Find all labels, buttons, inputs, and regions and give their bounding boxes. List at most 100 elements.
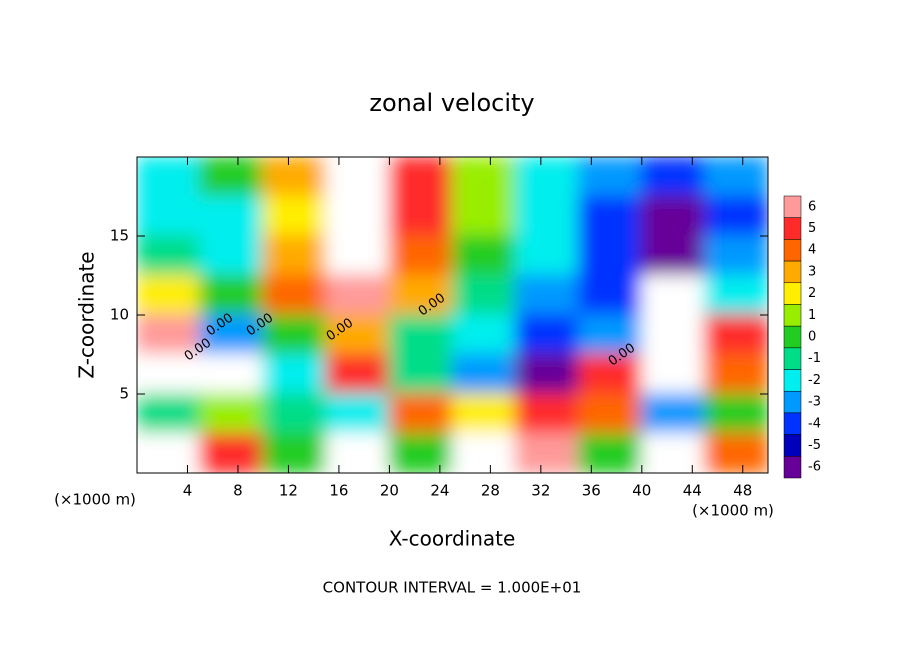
cell	[137, 274, 202, 316]
cell	[577, 353, 643, 395]
cell	[703, 274, 768, 316]
y-tick-label: 15	[110, 227, 129, 245]
cell	[640, 393, 706, 435]
y-unit: (×1000 m)	[54, 491, 136, 509]
cell	[703, 195, 768, 237]
colorbar-label: -2	[808, 373, 821, 388]
cell	[325, 195, 391, 237]
cell	[514, 393, 580, 435]
footer: CONTOUR INTERVAL = 1.000E+01	[323, 579, 582, 597]
cell	[640, 195, 706, 237]
colorbar-swatch	[783, 239, 802, 262]
cell	[703, 314, 768, 356]
cell	[703, 235, 768, 277]
cell	[137, 393, 202, 435]
x-tick-label: 36	[582, 482, 601, 500]
cell	[451, 314, 517, 356]
cell	[640, 274, 706, 316]
colorbar-swatch	[783, 195, 802, 218]
cell	[262, 157, 328, 198]
x-axis-label: X-coordinate	[389, 527, 516, 551]
cell	[577, 235, 643, 277]
cell	[137, 157, 202, 198]
x-tick-label: 44	[683, 482, 702, 500]
colorbar-swatch	[783, 390, 802, 414]
cell	[137, 235, 202, 277]
cell	[388, 235, 454, 277]
cell	[451, 353, 517, 395]
x-tick-label: 48	[733, 482, 752, 500]
chart-title: zonal velocity	[369, 89, 534, 117]
cell	[640, 157, 706, 198]
cell	[199, 353, 265, 395]
colorbar-swatch	[783, 304, 802, 327]
cell	[640, 353, 706, 395]
cell	[514, 432, 580, 473]
colorbar-swatch	[783, 347, 802, 370]
cell	[325, 393, 391, 435]
cell	[640, 235, 706, 277]
y-tick-label: 5	[119, 385, 129, 403]
cell	[514, 314, 580, 356]
cell	[703, 432, 768, 473]
cell	[514, 274, 580, 316]
cell	[262, 274, 328, 316]
colorbar-label: 4	[808, 243, 816, 258]
cell	[199, 157, 265, 198]
x-unit: (×1000 m)	[692, 502, 774, 520]
cell	[325, 235, 391, 277]
x-tick-label: 12	[279, 482, 298, 500]
cell	[325, 432, 391, 473]
cell	[325, 274, 391, 316]
x-tick-label: 16	[329, 482, 348, 500]
cell	[703, 157, 768, 198]
cell	[137, 353, 202, 395]
cell	[514, 195, 580, 237]
cell	[514, 353, 580, 395]
colorbar-label: -1	[808, 351, 821, 366]
cells	[137, 157, 768, 473]
colorbar-label: 2	[808, 286, 816, 301]
colorbar-swatch	[783, 434, 802, 457]
colorbar-label: -4	[808, 416, 821, 431]
cell	[325, 314, 391, 356]
colorbar-label: 3	[808, 264, 816, 279]
cell	[703, 393, 768, 435]
cell	[514, 157, 580, 198]
cell	[199, 432, 265, 473]
cell	[199, 235, 265, 277]
x-tick-label: 8	[233, 482, 243, 500]
cell	[199, 393, 265, 435]
cell	[137, 432, 202, 473]
colorbar-swatch	[783, 412, 802, 435]
cell	[451, 195, 517, 237]
cell	[388, 274, 454, 316]
cell	[577, 393, 643, 435]
cell	[388, 195, 454, 237]
y-axis-label: Z-coordinate	[75, 251, 99, 378]
cell	[451, 157, 517, 198]
colorbar-label: 5	[808, 221, 816, 236]
x-tick-label: 28	[481, 482, 500, 500]
colorbar-swatch	[783, 456, 802, 479]
cell	[577, 195, 643, 237]
colorbar-swatch	[783, 325, 802, 349]
cell	[262, 393, 328, 435]
cell	[137, 195, 202, 237]
colorbar-label: -3	[808, 395, 821, 410]
cell	[577, 432, 643, 473]
colorbar-swatch	[783, 369, 802, 392]
cell	[388, 393, 454, 435]
cell	[577, 314, 643, 356]
cell	[388, 353, 454, 395]
x-tick-label: 40	[632, 482, 651, 500]
cell	[262, 195, 328, 237]
x-tick-label: 4	[183, 482, 193, 500]
cell	[262, 235, 328, 277]
cell	[199, 195, 265, 237]
cell	[577, 274, 643, 316]
colorbar-label: -6	[808, 460, 821, 475]
cell	[451, 235, 517, 277]
y-tick-label: 10	[110, 306, 129, 324]
